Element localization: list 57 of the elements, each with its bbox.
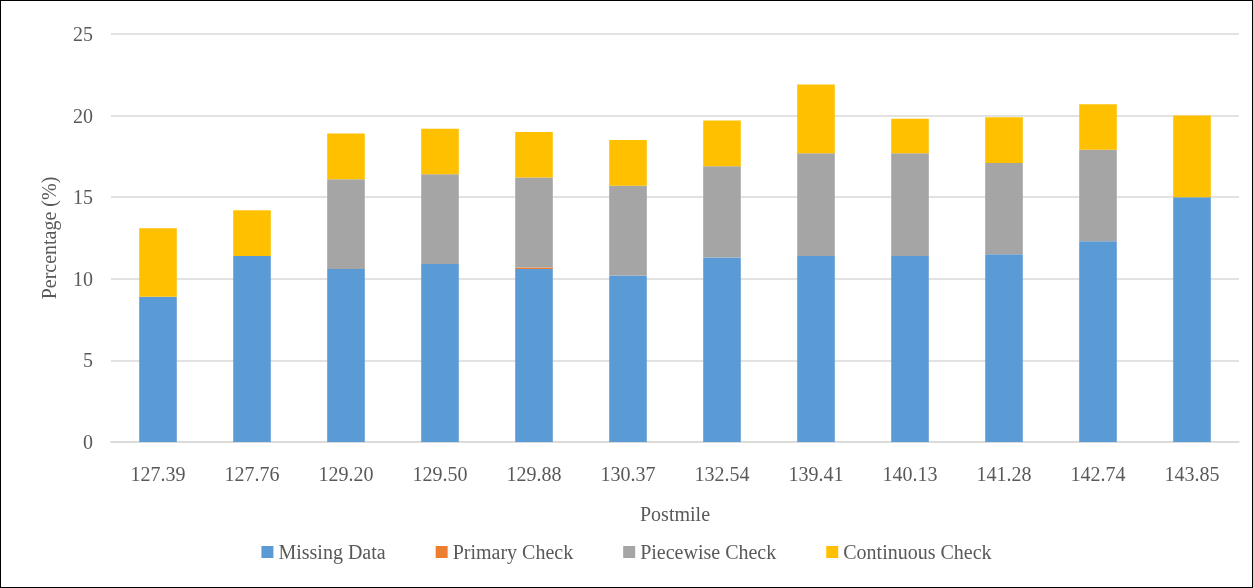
bar bbox=[1173, 197, 1211, 442]
bar bbox=[1173, 115, 1211, 198]
bar bbox=[421, 128, 459, 175]
bar bbox=[891, 153, 929, 256]
bar bbox=[421, 264, 459, 442]
legend-label: Continuous Check bbox=[843, 541, 992, 563]
bar bbox=[609, 185, 647, 276]
bar bbox=[233, 255, 271, 442]
bar bbox=[139, 228, 177, 297]
x-tick-label: 130.37 bbox=[600, 463, 656, 485]
bar bbox=[1079, 241, 1117, 442]
y-tick-label: 15 bbox=[73, 186, 93, 209]
y-tick-label: 5 bbox=[83, 349, 93, 372]
bar bbox=[515, 269, 553, 442]
bar bbox=[891, 118, 929, 154]
y-tick-label: 10 bbox=[73, 267, 93, 290]
x-tick-label: 127.39 bbox=[130, 463, 186, 485]
bar bbox=[797, 255, 835, 442]
y-tick-label: 20 bbox=[73, 104, 93, 127]
bar bbox=[985, 117, 1023, 163]
x-tick-label: 140.13 bbox=[882, 463, 938, 485]
bar bbox=[327, 179, 365, 270]
bar bbox=[515, 131, 553, 178]
bar bbox=[985, 162, 1023, 255]
x-tick-label: 129.20 bbox=[318, 463, 374, 485]
legend-label: Piecewise Check bbox=[640, 541, 777, 563]
bar bbox=[609, 275, 647, 442]
bar bbox=[703, 120, 741, 167]
x-tick-label: 142.74 bbox=[1070, 463, 1126, 485]
bar bbox=[797, 84, 835, 154]
x-tick-label: 129.50 bbox=[412, 463, 468, 485]
bar bbox=[891, 255, 929, 442]
bar bbox=[139, 296, 177, 442]
legend-label: Missing Data bbox=[278, 541, 386, 564]
bar bbox=[703, 166, 741, 258]
y-axis-title: Percentage (%) bbox=[38, 176, 61, 300]
x-tick-label: 132.54 bbox=[694, 463, 750, 485]
x-tick-label: 139.41 bbox=[788, 463, 844, 485]
bar bbox=[609, 140, 647, 186]
y-tick-label: 25 bbox=[73, 23, 93, 45]
bar bbox=[327, 133, 365, 180]
x-tick-label: 127.76 bbox=[224, 463, 280, 485]
x-tick-label: 143.85 bbox=[1164, 463, 1220, 485]
bar bbox=[421, 174, 459, 265]
bar bbox=[985, 254, 1023, 442]
bar bbox=[327, 269, 365, 442]
bar bbox=[1079, 149, 1117, 242]
bar bbox=[797, 153, 835, 256]
bar bbox=[703, 257, 741, 442]
bar bbox=[1079, 104, 1117, 150]
x-tick-label: 129.88 bbox=[506, 463, 562, 485]
x-axis-title: Postmile bbox=[639, 503, 711, 525]
y-tick-label: 0 bbox=[83, 431, 93, 453]
x-tick-label: 141.28 bbox=[976, 463, 1032, 485]
legend-label: Primary Check bbox=[452, 541, 574, 564]
bar bbox=[515, 177, 553, 268]
bar bbox=[233, 210, 271, 256]
